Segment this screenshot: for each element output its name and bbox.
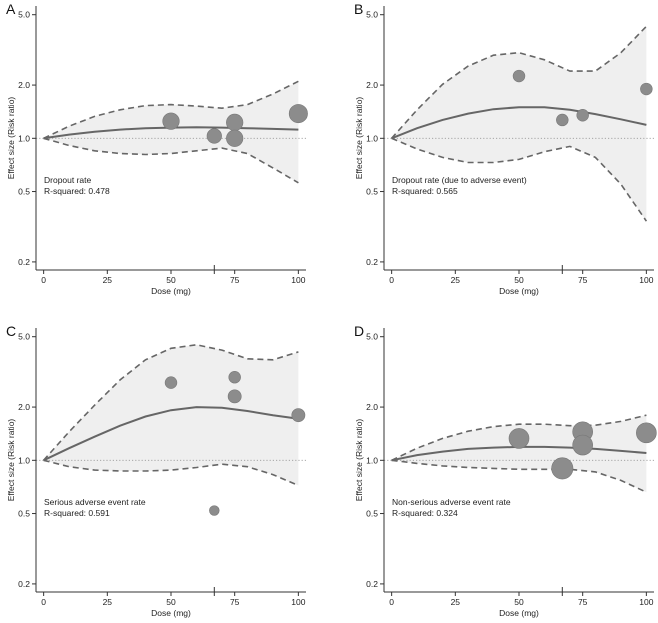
x-tick-label: 75: [578, 275, 588, 285]
x-tick-label: 75: [578, 597, 588, 607]
panel-c: C 0.2 0.5 1.0 2.0 5.0 0 25 50 75 100 Dose (mg) Effec…: [6, 323, 306, 618]
data-point: [226, 129, 244, 147]
upper-ci-line: [43, 343, 299, 461]
x-tick-label: 0: [41, 275, 46, 285]
lower-ci-line: [391, 137, 648, 222]
y-tick-label: 5.0: [18, 332, 30, 342]
data-point: [162, 112, 180, 130]
y-tick-label: 1.0: [18, 455, 30, 465]
data-point: [226, 113, 244, 132]
data-point: [209, 505, 220, 516]
panel-letter: D: [354, 323, 364, 339]
data-point: [640, 82, 653, 96]
y-tick-label: 2.0: [18, 80, 30, 90]
data-point: [206, 128, 222, 144]
data-point: [291, 408, 306, 423]
r-squared-label: R-squared: 0.591: [44, 508, 110, 518]
panel-a: A 0.2 0.5 1.0 2.0 5.0 0 25 50 75 100 Dose (mg) Effec…: [6, 1, 308, 296]
x-axis-label: Dose (mg): [151, 608, 191, 618]
r-squared-label: R-squared: 0.565: [392, 186, 458, 196]
y-tick-label: 5.0: [366, 332, 378, 342]
x-tick-label: 25: [103, 597, 113, 607]
y-tick-label: 2.0: [366, 402, 378, 412]
x-tick-label: 25: [451, 275, 461, 285]
confidence-band: [43, 81, 299, 183]
x-tick-label: 50: [514, 597, 524, 607]
y-tick-label: 2.0: [18, 402, 30, 412]
x-tick-label: 100: [291, 597, 305, 607]
x-axis-label: Dose (mg): [151, 286, 191, 296]
data-point: [508, 428, 530, 449]
data-point: [572, 434, 593, 456]
y-tick-label: 0.2: [18, 579, 30, 589]
data-point: [556, 113, 569, 127]
x-tick-label: 25: [451, 597, 461, 607]
y-tick-label: 1.0: [366, 455, 378, 465]
panel-letter: B: [354, 1, 363, 17]
x-tick-label: 75: [230, 275, 240, 285]
y-tick-label: 5.0: [18, 10, 30, 20]
panel-d: D 0.2 0.5 1.0 2.0 5.0 0 25 50 75 100 Dose (mg) Effec…: [354, 323, 657, 618]
x-tick-label: 25: [103, 275, 113, 285]
y-tick-label: 0.2: [366, 579, 378, 589]
lower-ci-line: [391, 459, 647, 493]
y-tick-label: 1.0: [366, 133, 378, 143]
x-tick-label: 0: [389, 597, 394, 607]
y-tick-label: 0.2: [366, 257, 378, 267]
lower-ci-line: [43, 459, 299, 487]
panel-annotation: Dropout rate (due to adverse event): [392, 175, 527, 185]
fitted-curve: [391, 106, 647, 140]
upper-ci-line: [43, 80, 299, 140]
panel-annotation: Non-serious adverse event rate: [392, 497, 511, 507]
y-tick-label: 0.5: [18, 509, 30, 519]
fitted-curve: [43, 406, 299, 462]
panel-annotation: Dropout rate: [44, 175, 92, 185]
y-tick-label: 0.5: [18, 187, 30, 197]
x-tick-label: 50: [166, 597, 176, 607]
x-tick-label: 50: [166, 275, 176, 285]
lower-ci-line: [43, 137, 299, 184]
x-tick-label: 0: [389, 275, 394, 285]
y-tick-label: 5.0: [366, 10, 378, 20]
data-point: [164, 376, 178, 389]
r-squared-label: R-squared: 0.478: [44, 186, 110, 196]
y-axis-label: Effect size (Risk ratio): [354, 97, 364, 180]
x-tick-label: 75: [230, 597, 240, 607]
upper-ci-line: [391, 414, 647, 462]
panel-annotation: Serious adverse event rate: [44, 497, 146, 507]
panel-letter: C: [6, 323, 16, 339]
y-tick-label: 0.5: [366, 187, 378, 197]
y-tick-label: 0.2: [18, 257, 30, 267]
x-axis-label: Dose (mg): [499, 286, 539, 296]
x-tick-label: 100: [639, 275, 653, 285]
data-point: [636, 422, 657, 444]
data-point: [512, 69, 526, 83]
x-tick-label: 100: [639, 597, 653, 607]
x-tick-label: 0: [41, 597, 46, 607]
panel-b: B 0.2 0.5 1.0 2.0 5.0 0 25 50 75 100 Dose (mg) Effec…: [354, 1, 654, 296]
y-axis-label: Effect size (Risk ratio): [354, 419, 364, 502]
x-axis-label: Dose (mg): [499, 608, 539, 618]
confidence-band: [43, 344, 299, 486]
confidence-band: [391, 26, 647, 222]
data-point: [228, 371, 241, 384]
y-tick-label: 0.5: [366, 509, 378, 519]
data-point: [576, 109, 589, 122]
y-tick-label: 2.0: [366, 80, 378, 90]
upper-ci-line: [391, 25, 647, 139]
y-axis-label: Effect size (Risk ratio): [6, 419, 16, 502]
y-axis-label: Effect size (Risk ratio): [6, 97, 16, 180]
y-tick-label: 1.0: [18, 133, 30, 143]
r-squared-label: R-squared: 0.324: [392, 508, 458, 518]
data-point: [551, 457, 574, 480]
panel-letter: A: [6, 1, 16, 17]
data-point: [227, 389, 242, 404]
x-tick-label: 50: [514, 275, 524, 285]
x-tick-label: 100: [291, 275, 305, 285]
data-point: [288, 104, 308, 124]
